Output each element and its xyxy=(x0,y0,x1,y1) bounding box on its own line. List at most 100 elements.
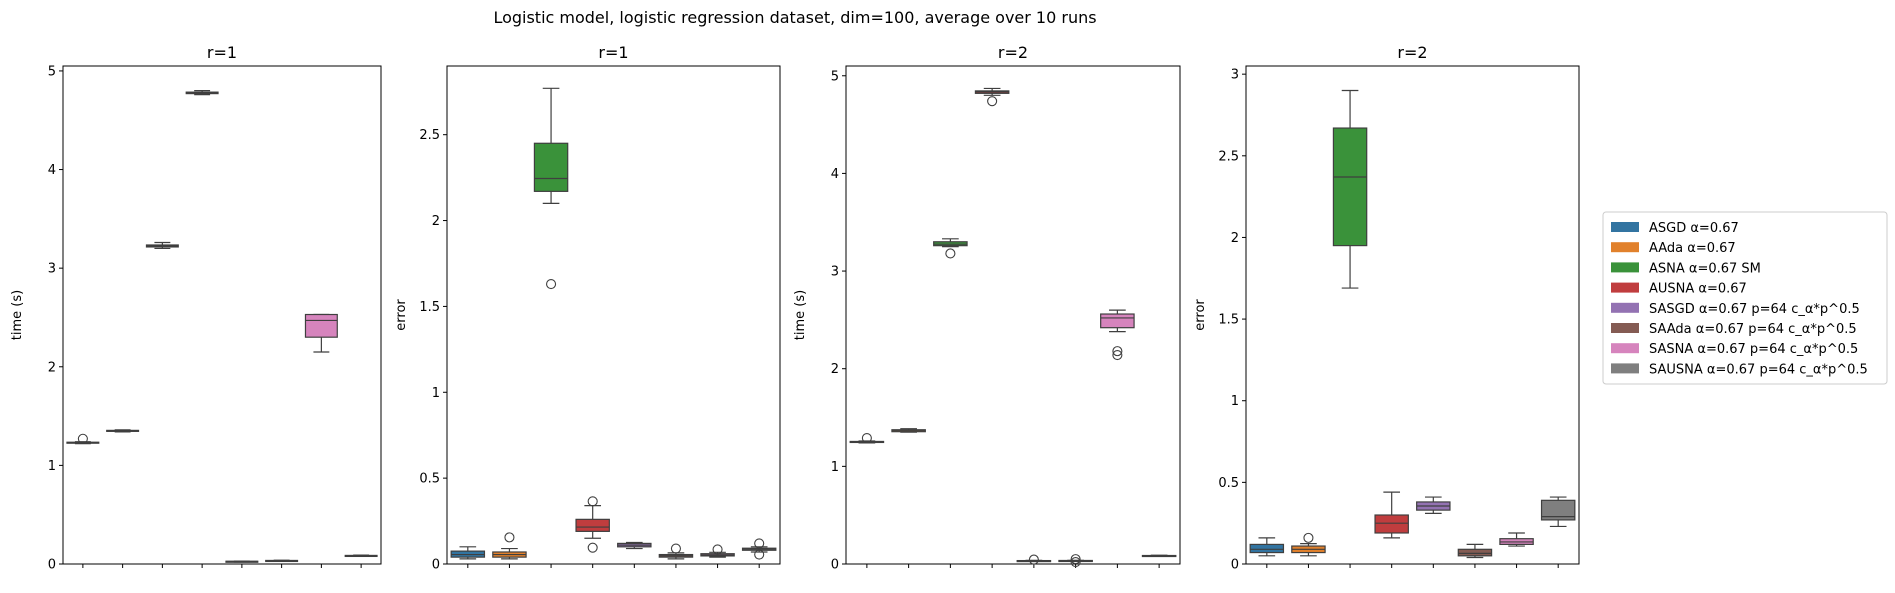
box-3 xyxy=(145,241,179,250)
legend-swatch xyxy=(1611,363,1639,374)
outlier-point xyxy=(587,496,598,507)
subplot-2: 0 0.5 1 1.5 2 2.5 r=1 error xyxy=(394,43,781,573)
outlier-point xyxy=(1070,556,1081,568)
box-5 xyxy=(225,560,259,563)
box-3 xyxy=(1332,89,1368,289)
subplots: 0 1 2 3 4 5 r=1 time (s) 0 0.5 1 1.5 2 2.5 r=1 error 0 1 2… xyxy=(10,43,1580,573)
box-body xyxy=(1457,548,1493,557)
legend-item: ASGD α=0.67 xyxy=(1611,221,1739,236)
legend-swatch xyxy=(1611,222,1639,232)
legend-frame xyxy=(1602,211,1888,385)
legend-label: AUSNA α=0.67 xyxy=(1649,282,1747,297)
outlier-point xyxy=(754,538,765,549)
box-1 xyxy=(66,433,100,445)
y-axis-label: error xyxy=(1193,299,1208,331)
y-tick-label: 0 xyxy=(432,558,440,573)
outlier-point xyxy=(1303,532,1314,543)
y-tick-label: 0 xyxy=(831,558,839,573)
outlier-point xyxy=(1070,554,1081,565)
legend-label: AAda α=0.67 xyxy=(1649,241,1736,256)
y-tick-label: 0 xyxy=(48,558,56,573)
box-1 xyxy=(450,546,486,560)
y-tick-label: 0.5 xyxy=(1218,476,1239,491)
y-tick-label: 2.5 xyxy=(419,128,440,143)
legend-swatch xyxy=(1611,323,1639,333)
box-1 xyxy=(849,432,885,444)
box-6 xyxy=(658,543,694,560)
legend-swatch xyxy=(1611,262,1639,273)
axes-frame xyxy=(1245,65,1580,565)
box-5 xyxy=(1016,554,1052,565)
box-body xyxy=(533,142,569,192)
box-body xyxy=(1249,543,1285,554)
legend-item: SAUSNA α=0.67 p=64 c_α*p^0.5 xyxy=(1611,362,1868,377)
outlier-point xyxy=(504,532,515,543)
box-7 xyxy=(1100,309,1135,361)
box-4 xyxy=(1374,491,1409,539)
outlier-point xyxy=(1028,554,1039,565)
legend-label: ASNA α=0.67 SM xyxy=(1649,261,1761,276)
box-8 xyxy=(741,538,777,560)
subplot-title: r=2 xyxy=(998,43,1028,62)
y-tick-label: 1 xyxy=(831,460,839,475)
box-body xyxy=(304,313,338,338)
axes-frame xyxy=(446,65,781,565)
y-tick-label: 2 xyxy=(831,362,839,377)
y-tick-label: 2 xyxy=(48,360,56,375)
legend-item: SAAda α=0.67 p=64 c_α*p^0.5 xyxy=(1611,322,1857,337)
legend-label: SASNA α=0.67 p=64 c_α*p^0.5 xyxy=(1649,342,1858,357)
legend-swatch xyxy=(1611,242,1639,253)
legend-item: SASGD α=0.67 p=64 c_α*p^0.5 xyxy=(1611,302,1860,317)
y-tick-label: 5 xyxy=(831,69,839,84)
y-tick-label: 0.5 xyxy=(419,472,440,487)
y-tick-label: 1 xyxy=(432,386,440,401)
legend-label: SASGD α=0.67 p=64 c_α*p^0.5 xyxy=(1649,302,1860,317)
legend-label: ASGD α=0.67 xyxy=(1649,221,1739,236)
legend-item: ASNA α=0.67 SM xyxy=(1611,261,1761,276)
legend-swatch xyxy=(1611,302,1639,313)
axes-frame xyxy=(845,65,1181,565)
box-6 xyxy=(1457,543,1493,559)
outlier-point xyxy=(945,248,956,259)
legend-swatch xyxy=(1611,343,1639,354)
y-tick-label: 1 xyxy=(48,459,56,474)
legend-item: AAda α=0.67 xyxy=(1611,241,1736,256)
box-3 xyxy=(933,238,968,259)
box-7 xyxy=(304,313,338,353)
box-6 xyxy=(265,559,299,563)
legend-item: SASNA α=0.67 p=64 c_α*p^0.5 xyxy=(1611,342,1858,357)
box-body xyxy=(1332,127,1368,247)
box-2 xyxy=(891,428,926,433)
legend-label: SAUSNA α=0.67 p=64 c_α*p^0.5 xyxy=(1649,362,1868,377)
y-axis-label: time (s) xyxy=(10,290,25,340)
box-body xyxy=(575,518,610,532)
box-2 xyxy=(1291,532,1326,557)
subplot-title: r=2 xyxy=(1397,43,1427,62)
outlier-point xyxy=(670,543,681,554)
box-body xyxy=(1540,499,1576,521)
y-tick-label: 1.5 xyxy=(419,300,440,315)
box-2 xyxy=(492,532,527,560)
y-tick-label: 1 xyxy=(1231,394,1239,409)
y-tick-label: 2.5 xyxy=(1218,149,1239,164)
box-7 xyxy=(1499,532,1534,547)
subplot-title: r=1 xyxy=(207,43,237,62)
y-tick-label: 3 xyxy=(1231,68,1239,83)
legend: ASGD α=0.67 AAda α=0.67 ASNA α=0.67 SM AUSN… xyxy=(1602,211,1888,385)
box-6 xyxy=(1058,554,1093,568)
y-axis-label: time (s) xyxy=(793,290,808,340)
subplot-title: r=1 xyxy=(598,43,628,62)
y-tick-label: 4 xyxy=(831,167,839,182)
y-tick-label: 0 xyxy=(1231,558,1239,573)
outlier-point xyxy=(77,433,88,444)
subplot-4: 0 0.5 1 1.5 2 2.5 3 r=2 error xyxy=(1193,43,1580,573)
outlier-point xyxy=(546,279,557,290)
y-tick-label: 3 xyxy=(831,265,839,280)
box-4 xyxy=(575,496,610,553)
box-2 xyxy=(106,429,140,433)
box-body xyxy=(1100,313,1135,329)
subplot-3: 0 1 2 3 4 5 r=2 time (s) xyxy=(793,43,1181,573)
axes-frame xyxy=(62,65,382,565)
outlier-point xyxy=(987,96,998,107)
